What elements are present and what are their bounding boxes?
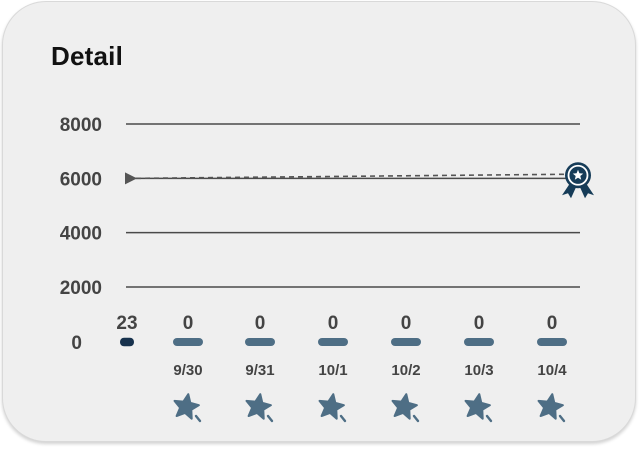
bar-value-label: 0 [547, 313, 558, 334]
x-tick-label: 10/1 [318, 362, 347, 379]
detail-card: Detail [2, 1, 636, 442]
y-tick-label: 0 [71, 333, 82, 354]
y-tick-label: 6000 [60, 169, 102, 190]
bar-value-label: 23 [116, 313, 137, 334]
x-tick-label: 10/3 [464, 362, 493, 379]
magic-star-icon [245, 393, 274, 423]
x-tick-label: 9/30 [173, 362, 202, 379]
magic-star-icon [173, 393, 202, 423]
bar-value-label: 0 [328, 313, 339, 334]
card-title: Detail [51, 41, 124, 71]
bar-value-label: 0 [474, 313, 485, 334]
x-tick-label: 9/31 [245, 362, 274, 379]
bar-9/30 [173, 338, 203, 346]
award-ribbon-icon [562, 162, 594, 199]
x-tick-label: 10/4 [537, 362, 567, 379]
y-tick-label: 2000 [60, 278, 102, 299]
magic-star-icon [318, 393, 347, 423]
bar-value-label: 0 [255, 313, 266, 334]
goal-marker-icon [125, 172, 137, 185]
bar-10/1 [318, 338, 348, 346]
bar-10/3 [464, 338, 494, 346]
x-tick-label: 10/2 [391, 362, 420, 379]
bar-10/4 [537, 338, 567, 346]
bar-value-label: 0 [183, 313, 194, 334]
y-tick-label: 8000 [60, 115, 102, 136]
bar-10/2 [391, 338, 421, 346]
magic-star-icon [391, 393, 420, 423]
magic-star-icon [537, 393, 566, 423]
magic-star-icon [464, 393, 493, 423]
y-tick-label: 4000 [60, 224, 102, 245]
bar-9/31 [245, 338, 275, 346]
bar-value-label: 0 [401, 313, 412, 334]
bar-today [120, 337, 134, 347]
